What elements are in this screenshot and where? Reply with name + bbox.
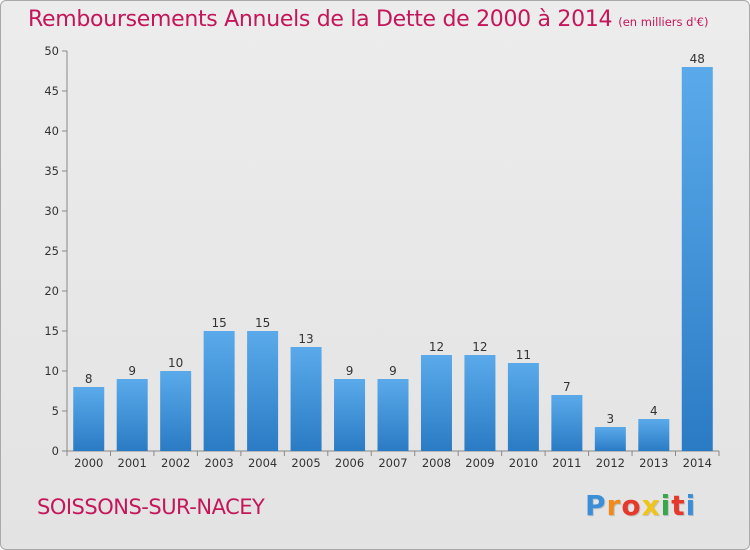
bar-2005 — [290, 347, 322, 451]
bars — [73, 67, 713, 451]
x-tick-label-2003: 2003 — [204, 456, 233, 470]
data-label-2011: 7 — [563, 380, 571, 394]
bar-2013 — [638, 419, 670, 451]
city-name: SOISSONS-SUR-NACEY — [37, 495, 265, 519]
x-tick-label-2001: 2001 — [118, 456, 147, 470]
y-tick-label: 50 — [44, 44, 59, 58]
chart-title-text: Remboursements Annuels de la Dette de 20… — [28, 7, 613, 32]
bar-2011 — [551, 395, 583, 451]
logo-letter: P — [585, 489, 607, 522]
data-label-2005: 13 — [298, 332, 313, 346]
y-tick-label: 20 — [44, 284, 59, 298]
y-tick-label: 30 — [44, 204, 59, 218]
data-label-2003: 15 — [211, 316, 226, 330]
data-label-2009: 12 — [472, 340, 487, 354]
bar-2006 — [334, 379, 366, 451]
data-label-2014: 48 — [690, 52, 705, 66]
proxiti-logo: Proxiti — [585, 489, 696, 522]
x-tick-label-2012: 2012 — [596, 456, 625, 470]
data-label-2004: 15 — [255, 316, 270, 330]
data-label-2007: 9 — [389, 364, 397, 378]
bar-2007 — [377, 379, 409, 451]
x-tick-label-2006: 2006 — [335, 456, 364, 470]
x-tick-label-2004: 2004 — [248, 456, 277, 470]
logo-letter: r — [606, 489, 622, 522]
data-label-2013: 4 — [650, 404, 658, 418]
x-tick-label-2014: 2014 — [683, 456, 712, 470]
data-label-2012: 3 — [607, 412, 615, 426]
data-labels: 8 9 10 15 15 13 9 9 12 12 11 7 3 4 48 — [85, 52, 705, 426]
y-tick-label: 10 — [44, 364, 59, 378]
logo-letter: x — [641, 489, 661, 522]
data-label-2001: 9 — [128, 364, 136, 378]
y-tick-label: 40 — [44, 124, 59, 138]
chart-title: Remboursements Annuels de la Dette de 20… — [28, 7, 708, 32]
data-label-2002: 10 — [168, 356, 183, 370]
bar-2001 — [116, 379, 148, 451]
axes: 0 5 10 15 20 25 30 35 40 45 50 2000 2001 2002 2003 2004… — [44, 44, 720, 470]
logo-letter: t — [671, 489, 686, 522]
y-tick-label: 45 — [44, 84, 59, 98]
y-tick-label: 15 — [44, 324, 59, 338]
bar-2004 — [247, 331, 279, 451]
y-tick-label: 0 — [52, 444, 59, 458]
logo-letter: o — [621, 489, 642, 522]
logo-letter: i — [685, 489, 697, 522]
y-tick-label: 5 — [52, 404, 59, 418]
bar-2000 — [73, 387, 105, 451]
data-label-2010: 11 — [516, 348, 531, 362]
x-tick-label-2000: 2000 — [74, 456, 103, 470]
bar-2009 — [464, 355, 496, 451]
x-tick-label-2010: 2010 — [509, 456, 538, 470]
bar-2012 — [594, 427, 626, 451]
bar-2003 — [203, 331, 235, 451]
x-tick-label-2005: 2005 — [291, 456, 320, 470]
y-tick-label: 35 — [44, 164, 59, 178]
bar-2014 — [681, 67, 713, 451]
data-label-2008: 12 — [429, 340, 444, 354]
data-label-2000: 8 — [85, 372, 93, 386]
y-tick-label: 25 — [44, 244, 59, 258]
bar-2008 — [420, 355, 452, 451]
x-tick-label-2007: 2007 — [378, 456, 407, 470]
logo-letter: i — [660, 489, 672, 522]
x-tick-label-2002: 2002 — [161, 456, 190, 470]
x-tick-label-2011: 2011 — [552, 456, 581, 470]
data-label-2006: 9 — [346, 364, 354, 378]
bar-2010 — [507, 363, 539, 451]
x-tick-label-2008: 2008 — [422, 456, 451, 470]
bar-2002 — [160, 371, 192, 451]
x-tick-label-2009: 2009 — [465, 456, 494, 470]
chart-subtitle: (en milliers d'€) — [618, 15, 709, 29]
x-tick-label-2013: 2013 — [639, 456, 668, 470]
